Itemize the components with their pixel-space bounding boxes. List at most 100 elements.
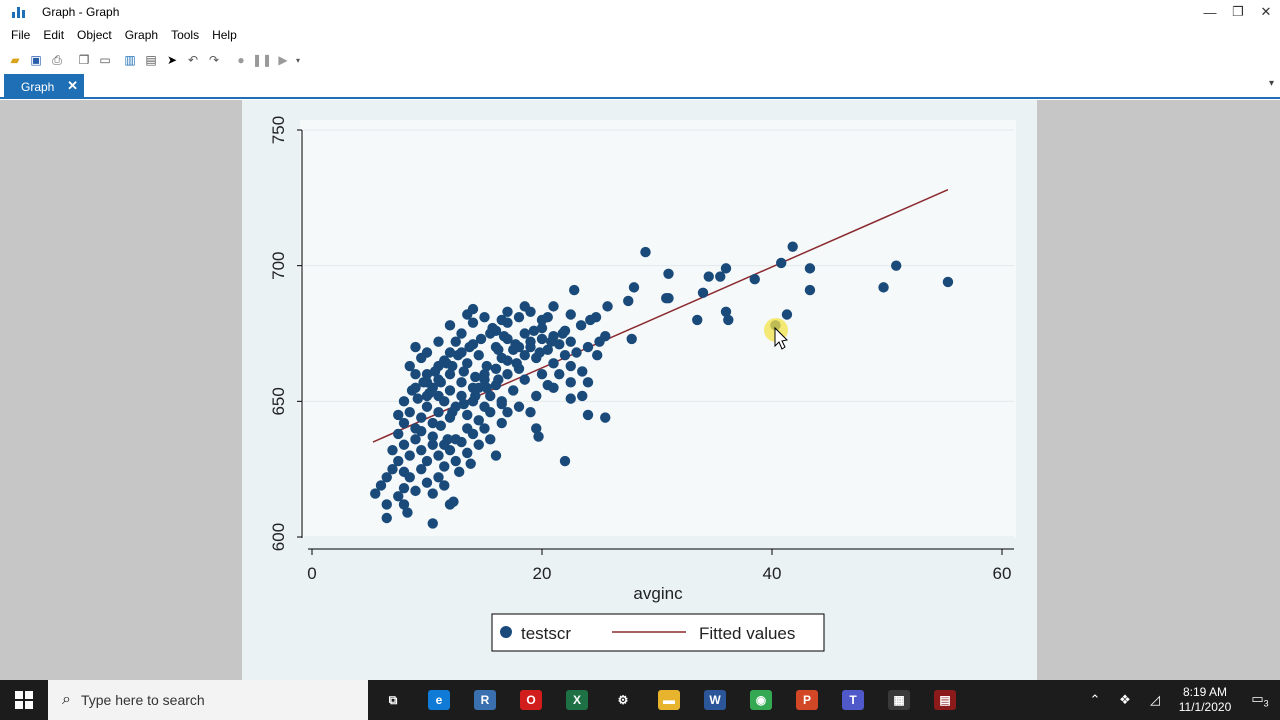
open-icon[interactable]: ▰	[5, 50, 25, 70]
dropdown-icon[interactable]: ▾	[288, 50, 308, 70]
data-point-129	[543, 380, 553, 390]
data-point-15	[663, 293, 673, 303]
taskbar-task-view-button[interactable]: ⧉	[370, 680, 416, 720]
data-point-180	[456, 377, 466, 387]
data-point-32	[548, 301, 558, 311]
stata-icon: ▦	[888, 690, 910, 710]
close-button[interactable]: ✕	[1252, 0, 1280, 24]
restore-button[interactable]: ❐	[1224, 0, 1252, 24]
data-point-218	[443, 434, 453, 444]
redo-icon[interactable]: ↷	[204, 50, 224, 70]
taskbar-file-explorer-button[interactable]: ▬	[646, 680, 692, 720]
pause-icon[interactable]: ❚❚	[252, 50, 272, 70]
menu-object[interactable]: Object	[77, 28, 112, 42]
window-title: Graph - Graph	[42, 5, 119, 19]
taskbar-word-button[interactable]: W	[692, 680, 738, 720]
tab-menu-chevron-icon[interactable]: ▾	[1269, 78, 1274, 89]
taskbar-opera-button[interactable]: O	[508, 680, 554, 720]
data-point-182	[433, 391, 443, 401]
record-icon[interactable]: ●	[231, 50, 251, 70]
taskbar-edge-button[interactable]: e	[416, 680, 462, 720]
data-point-41	[445, 320, 455, 330]
chevron-up-icon[interactable]: ⌃	[1080, 692, 1110, 708]
tab-close-icon[interactable]: ✕	[67, 78, 78, 94]
file-explorer-icon: ▬	[658, 690, 680, 710]
taskbar-chrome-button[interactable]: ◉	[738, 680, 784, 720]
tab-bar: Graph ✕ ▾	[0, 74, 1280, 99]
x-tick-label-1: 20	[533, 564, 552, 583]
data-point-108	[405, 450, 415, 460]
y-tick-label-0: 600	[269, 523, 288, 551]
data-point-188	[546, 336, 556, 346]
data-point-224	[493, 374, 503, 384]
start-button[interactable]	[0, 680, 48, 720]
tab-graph[interactable]: Graph ✕	[4, 74, 84, 99]
data-point-86	[508, 385, 518, 395]
data-point-172	[537, 315, 547, 325]
menu-tools[interactable]: Tools	[171, 28, 199, 42]
data-point-149	[439, 480, 449, 490]
data-point-203	[464, 342, 474, 352]
network-icon[interactable]: ◿	[1140, 692, 1170, 708]
data-point-13	[698, 288, 708, 298]
notification-icon[interactable]: ▭3	[1240, 691, 1280, 709]
title-bar: Graph - Graph — ❐ ✕	[0, 0, 1280, 24]
taskbar-video-app-button[interactable]: ▤	[922, 680, 968, 720]
copy-icon[interactable]: ❐	[74, 50, 94, 70]
table-icon[interactable]: ▤	[141, 50, 161, 70]
data-point-67	[537, 334, 547, 344]
data-point-206	[499, 331, 509, 341]
data-point-213	[474, 415, 484, 425]
data-point-199	[418, 377, 428, 387]
data-point-201	[441, 358, 451, 368]
taskbar-powerpoint-button[interactable]: P	[784, 680, 830, 720]
data-point-73	[571, 347, 581, 357]
graph-editor-icon[interactable]: ▥	[120, 50, 140, 70]
taskbar-r-button[interactable]: R	[462, 680, 508, 720]
data-point-22	[782, 309, 792, 319]
clock[interactable]: 8:19 AM 11/1/2020	[1170, 685, 1240, 715]
legend-marker-testscr	[500, 626, 512, 638]
data-point-120	[474, 440, 484, 450]
data-point-223	[482, 383, 492, 393]
notification-count: 3	[1264, 699, 1269, 709]
pointer-icon[interactable]: ➤	[162, 50, 182, 70]
data-point-85	[520, 374, 530, 384]
windows-icon	[15, 691, 33, 709]
data-point-160	[399, 396, 409, 406]
data-point-207	[510, 339, 520, 349]
data-point-7	[878, 282, 888, 292]
minimize-button[interactable]: —	[1196, 0, 1224, 24]
data-point-216	[454, 467, 464, 477]
menu-help[interactable]: Help	[212, 28, 237, 42]
data-point-187	[535, 347, 545, 357]
taskbar-teams-button[interactable]: T	[830, 680, 876, 720]
menu-graph[interactable]: Graph	[125, 28, 158, 42]
data-point-176	[502, 355, 512, 365]
data-point-0	[640, 247, 650, 257]
window-icon[interactable]: ▭	[95, 50, 115, 70]
menu-file[interactable]: File	[11, 28, 30, 42]
data-point-174	[525, 336, 535, 346]
save-icon[interactable]: ▣	[26, 50, 46, 70]
data-point-205	[487, 323, 497, 333]
dropbox-icon[interactable]: ❖	[1110, 692, 1140, 708]
data-point-18	[569, 285, 579, 295]
data-point-110	[416, 445, 426, 455]
taskbar-stata-button[interactable]: ▦	[876, 680, 922, 720]
data-point-134	[560, 456, 570, 466]
menu-bar: File Edit Object Graph Tools Help	[0, 24, 1280, 46]
data-point-184	[410, 369, 420, 379]
data-point-132	[583, 410, 593, 420]
taskbar-settings-button[interactable]: ⚙	[600, 680, 646, 720]
data-point-2	[788, 241, 798, 251]
data-point-74	[583, 342, 593, 352]
data-point-75	[594, 336, 604, 346]
menu-edit[interactable]: Edit	[43, 28, 64, 42]
taskbar-excel-button[interactable]: X	[554, 680, 600, 720]
data-point-219	[436, 421, 446, 431]
taskbar-search[interactable]: ⌕ Type here to search	[48, 680, 368, 720]
print-icon[interactable]: ⎙	[47, 50, 67, 70]
undo-icon[interactable]: ↶	[183, 50, 203, 70]
data-point-204	[476, 334, 486, 344]
